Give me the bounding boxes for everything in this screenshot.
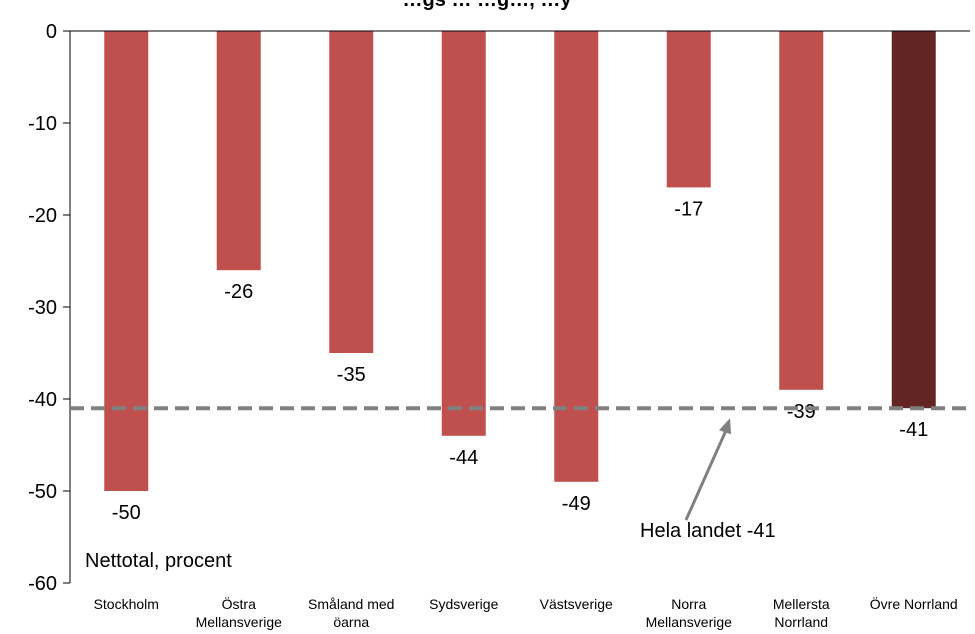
data-label: -26 <box>224 281 253 303</box>
data-label: -41 <box>899 419 928 441</box>
y-tick-label: -60 <box>28 573 57 595</box>
data-labels-group: -50 -26 -35 -44 -49 -17 -39 -41 <box>112 198 928 524</box>
y-tick-label: -50 <box>28 481 57 503</box>
annotation-arrow-head <box>719 418 731 435</box>
reference-group: Hela landet -41 <box>70 406 966 542</box>
bar <box>891 31 936 409</box>
bar <box>441 31 486 436</box>
y-tick-label: -30 <box>28 297 57 319</box>
bar <box>216 31 261 271</box>
annotation-arrow-shaft <box>684 427 729 521</box>
data-label: -35 <box>337 364 366 386</box>
bars-group <box>104 31 936 491</box>
axes-group <box>69 30 970 583</box>
y-unit-annotation: Nettotal, procent <box>85 550 232 572</box>
bar <box>779 31 824 390</box>
y-tick-label: -40 <box>28 389 57 411</box>
data-label: -39 <box>787 401 816 423</box>
category-label: Norra Mellansverige <box>646 596 733 630</box>
chart-title: …gs … …g…, …y <box>403 0 573 11</box>
data-label: -17 <box>674 198 703 220</box>
y-tick-label: 0 <box>46 21 57 43</box>
y-tick-label: -10 <box>28 113 57 135</box>
data-label: -44 <box>449 447 478 469</box>
reference-line-label: Hela landet -41 <box>640 520 776 542</box>
category-label: Östra Mellansverige <box>196 595 283 630</box>
bar <box>666 31 711 188</box>
data-label: -49 <box>562 493 591 515</box>
category-label: Mellersta Norrland <box>773 596 830 630</box>
category-label: Sydsverige <box>429 596 498 612</box>
category-label: Övre Norrland <box>870 595 958 612</box>
bar <box>554 31 599 482</box>
category-labels-group: Stockholm Östra Mellansverige Småland med öa… <box>94 595 958 630</box>
category-label: Västsverige <box>540 596 613 612</box>
bar <box>104 31 149 491</box>
data-label: -50 <box>112 502 141 524</box>
category-label: Stockholm <box>94 596 159 612</box>
y-axis-ticks: 0 -10 -20 -30 -40 -50 -60 <box>28 21 70 595</box>
bar <box>329 31 374 353</box>
category-label: Småland med öarna <box>308 596 394 630</box>
y-tick-label: -20 <box>28 205 57 227</box>
